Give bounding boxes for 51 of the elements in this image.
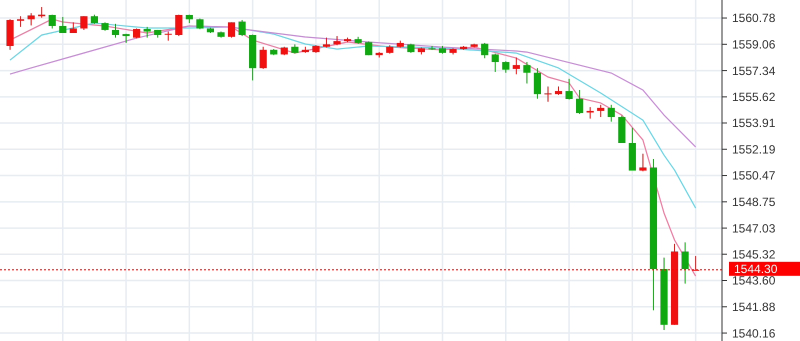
candlestick — [38, 6, 46, 18]
candlestick — [112, 23, 120, 38]
candlestick — [144, 26, 151, 38]
candlestick — [133, 28, 140, 39]
y-tick-label: 1557.34 — [732, 64, 776, 78]
candlestick — [365, 40, 372, 56]
y-tick-label: 1541.88 — [732, 300, 776, 314]
candlestick — [333, 36, 341, 46]
candlestick — [586, 106, 594, 120]
candlestick — [639, 153, 646, 172]
y-tick-label: 1550.47 — [732, 168, 776, 183]
y-tick-label: 1543.60 — [732, 274, 776, 288]
y-tick-label: 1548.75 — [732, 195, 776, 210]
candlestick — [238, 20, 246, 37]
y-tick-label: 1555.62 — [732, 90, 776, 104]
candlestick — [59, 16, 66, 34]
candlestick — [534, 68, 541, 100]
candlestick — [597, 104, 604, 118]
candlestick — [608, 104, 615, 122]
candlestick — [565, 78, 573, 100]
candlestick — [48, 14, 56, 29]
y-tick-label: 1540.16 — [732, 326, 776, 340]
candlestick — [16, 16, 24, 28]
y-tick-label: 1559.06 — [732, 38, 776, 52]
candlestick — [322, 37, 330, 48]
candlestick — [544, 86, 552, 102]
y-tick-label: 1553.91 — [732, 116, 776, 130]
candlestick — [407, 43, 414, 54]
candlestick — [196, 18, 204, 30]
candlestick — [80, 16, 88, 30]
candlestick — [681, 242, 689, 284]
candlestick — [175, 14, 182, 37]
candlestick — [481, 42, 488, 59]
candlestick — [512, 56, 520, 75]
candlestick — [291, 44, 298, 54]
candlestick — [576, 89, 584, 114]
y-tick-label: 1552.19 — [732, 142, 776, 156]
y-tick-label: 1560.78 — [732, 11, 776, 26]
y-tick-label: 1545.32 — [732, 247, 776, 262]
line-series — [9, 25, 696, 148]
candlestick — [260, 46, 267, 70]
candlestick — [164, 30, 172, 42]
candlestick — [228, 22, 236, 38]
candlestick — [28, 12, 35, 26]
line-series — [9, 22, 696, 209]
candlestick — [502, 60, 510, 74]
candlestick — [492, 53, 499, 72]
ref-line-label: 1544.30 — [734, 262, 778, 276]
candlestick — [523, 62, 530, 84]
y-tick-label: 1547.03 — [732, 221, 776, 236]
candlestick — [90, 14, 98, 24]
